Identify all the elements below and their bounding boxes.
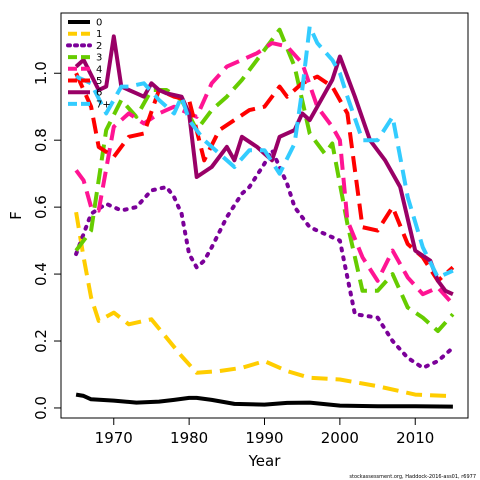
x-tick-label: 2010 [396, 429, 434, 447]
x-tick-label: 1980 [170, 429, 208, 447]
y-tick-label: 0.0 [32, 396, 50, 420]
series-group [74, 24, 455, 409]
series-line-3 [74, 27, 455, 333]
series-line-5 [74, 72, 455, 283]
series-line-2 [74, 148, 455, 370]
x-tick-label: 1970 [95, 429, 133, 447]
x-tick-label: 2000 [321, 429, 359, 447]
series-line-1 [74, 211, 453, 399]
y-tick-label: 0.8 [32, 128, 50, 152]
series-line-7plus [75, 24, 454, 280]
legend-label: 3 [96, 53, 102, 64]
x-tick-label: 1990 [245, 429, 283, 447]
legend-label: 1 [96, 29, 102, 40]
series-line-0 [75, 392, 453, 409]
y-tick-label: 0.6 [32, 195, 50, 219]
legend-label: 0 [96, 18, 102, 29]
x-axis: 1970 1980 1990 2000 2010 [95, 417, 434, 447]
x-axis-title: Year [248, 452, 282, 470]
y-axis-title: F [7, 211, 25, 220]
legend-label: 6 [96, 88, 102, 99]
legend-label: 5 [96, 76, 102, 87]
y-tick-label: 0.2 [32, 329, 50, 353]
legend-label: 4 [96, 64, 102, 75]
series-line-4 [74, 41, 455, 306]
y-tick-label: 0.4 [32, 262, 50, 286]
source-caption: stockassessment.org, Haddock-2016-ass01,… [349, 474, 476, 480]
y-axis: 0.0 0.2 0.4 0.6 0.8 1.0 [32, 61, 62, 420]
y-tick-label: 1.0 [32, 61, 50, 85]
legend-label: 7+ [96, 99, 111, 110]
legend-label: 2 [96, 41, 102, 52]
